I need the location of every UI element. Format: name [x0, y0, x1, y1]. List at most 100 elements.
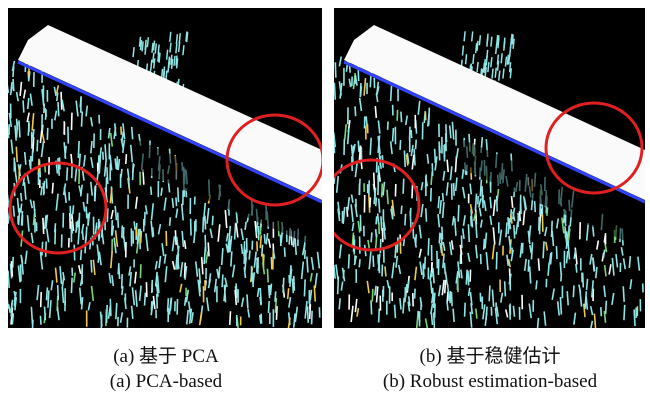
point-stroke — [37, 140, 38, 152]
point-stroke — [387, 190, 388, 205]
point-stroke — [379, 309, 380, 323]
point-stroke — [573, 285, 574, 297]
point-stroke — [155, 43, 156, 53]
point-stroke — [404, 151, 405, 167]
point-stroke — [411, 130, 412, 138]
point-stroke — [370, 197, 371, 207]
point-stroke — [395, 305, 396, 318]
point-stroke — [7, 293, 8, 308]
point-stroke — [67, 167, 68, 180]
point-stroke — [349, 254, 350, 268]
point-stroke — [176, 43, 177, 53]
point-stroke — [152, 43, 153, 53]
point-stroke — [510, 47, 511, 57]
point-stroke — [112, 220, 113, 236]
point-stroke — [543, 241, 544, 258]
point-stroke — [247, 294, 248, 308]
point-stroke — [476, 43, 477, 53]
point-stroke — [273, 252, 274, 270]
point-stroke — [495, 68, 496, 78]
point-stroke — [8, 271, 9, 289]
point-stroke — [491, 37, 492, 47]
point-stroke — [205, 216, 206, 230]
point-stroke — [475, 194, 476, 211]
point-stroke — [116, 303, 117, 319]
point-stroke — [423, 265, 424, 277]
point-stroke — [335, 62, 336, 77]
point-stroke — [492, 69, 493, 79]
point-stroke — [479, 35, 480, 45]
point-stroke — [151, 60, 152, 70]
point-stroke — [416, 234, 417, 246]
point-stroke — [31, 307, 32, 325]
panel-a-image — [7, 8, 323, 330]
point-stroke — [358, 141, 359, 152]
point-stroke — [170, 32, 171, 42]
point-stroke — [304, 279, 305, 296]
point-stroke — [473, 54, 474, 64]
point-stroke — [43, 218, 44, 234]
point-stroke — [511, 34, 512, 44]
point-stroke — [171, 55, 172, 65]
point-stroke — [403, 298, 404, 314]
point-stroke — [587, 279, 588, 290]
point-stroke — [203, 217, 204, 232]
point-stroke — [514, 225, 515, 238]
point-stroke — [537, 318, 538, 329]
point-stroke — [244, 267, 245, 278]
point-stroke — [374, 173, 375, 190]
point-stroke — [506, 222, 507, 237]
point-stroke — [12, 313, 13, 324]
point-stroke — [484, 59, 485, 69]
point-stroke — [485, 67, 486, 77]
point-stroke — [52, 183, 53, 194]
point-stroke — [46, 178, 47, 188]
point-stroke — [133, 163, 134, 180]
point-stroke — [536, 280, 537, 289]
point-stroke — [176, 56, 177, 66]
point-stroke — [183, 45, 184, 55]
point-stroke — [466, 270, 467, 285]
point-stroke — [623, 286, 624, 301]
point-stroke — [435, 149, 436, 163]
point-stroke — [132, 127, 133, 139]
point-stroke — [176, 197, 177, 206]
point-stroke — [176, 34, 177, 44]
point-stroke — [73, 205, 74, 214]
point-stroke — [451, 292, 452, 306]
point-stroke — [249, 250, 250, 259]
point-stroke — [168, 298, 169, 311]
point-stroke — [468, 224, 469, 242]
point-stroke — [145, 45, 146, 55]
point-stroke — [400, 140, 401, 150]
point-stroke — [355, 106, 356, 116]
point-stroke — [260, 235, 261, 248]
point-stroke — [355, 76, 356, 84]
point-stroke — [212, 216, 213, 226]
point-stroke — [425, 257, 426, 270]
point-stroke — [126, 154, 127, 164]
caption-en: (a) PCA-based — [6, 371, 326, 393]
point-stroke — [23, 100, 24, 112]
point-stroke — [505, 281, 506, 296]
point-stroke — [179, 42, 180, 52]
point-stroke — [170, 43, 171, 53]
figure-page: (a) 基于 PCA (a) PCA-based (b) 基于稳健估计 (b) … — [0, 0, 650, 403]
point-stroke — [57, 93, 58, 102]
point-stroke — [276, 306, 277, 320]
point-stroke — [370, 138, 371, 155]
point-stroke — [505, 57, 506, 67]
point-stroke — [314, 286, 315, 302]
point-stroke — [466, 54, 467, 64]
point-stroke — [71, 278, 72, 293]
point-stroke — [443, 193, 444, 201]
point-stroke — [260, 297, 261, 305]
point-stroke — [477, 62, 478, 72]
point-stroke — [91, 260, 92, 273]
point-stroke — [145, 293, 146, 306]
point-stroke — [560, 262, 561, 275]
point-stroke — [376, 229, 377, 237]
point-stroke — [179, 33, 180, 43]
point-stroke — [158, 45, 159, 55]
point-stroke — [22, 211, 23, 226]
